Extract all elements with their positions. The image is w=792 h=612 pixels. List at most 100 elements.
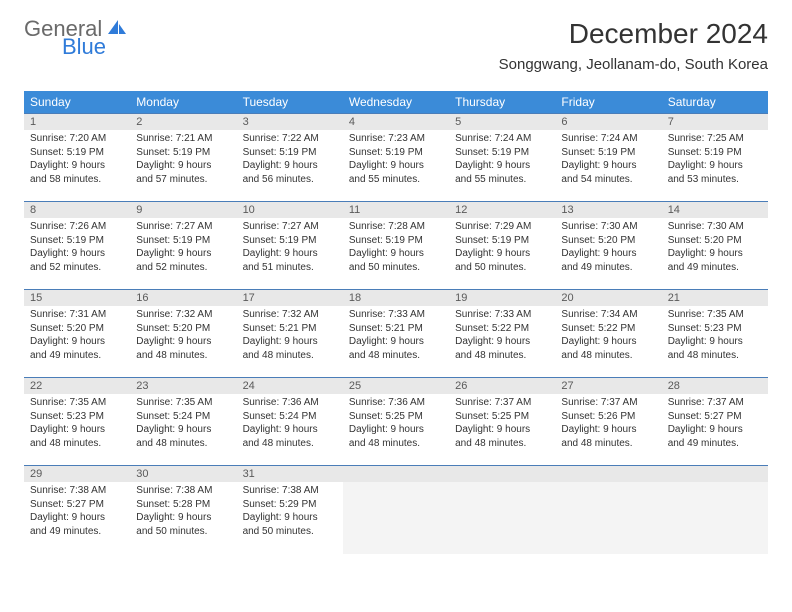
day-number: 4 xyxy=(343,114,449,130)
day-number: 25 xyxy=(343,378,449,394)
calendar-body: 1Sunrise: 7:20 AMSunset: 5:19 PMDaylight… xyxy=(24,114,768,554)
calendar-table: Sunday Monday Tuesday Wednesday Thursday… xyxy=(24,91,768,554)
weekday-saturday: Saturday xyxy=(662,91,768,114)
title-block: December 2024 Songgwang, Jeollanam-do, S… xyxy=(499,18,768,73)
calendar-day-cell: 13Sunrise: 7:30 AMSunset: 5:20 PMDayligh… xyxy=(555,202,661,290)
day-number: 14 xyxy=(662,202,768,218)
day-number: 20 xyxy=(555,290,661,306)
day-details: Sunrise: 7:37 AMSunset: 5:26 PMDaylight:… xyxy=(555,394,661,454)
day-number: 16 xyxy=(130,290,236,306)
day-details: Sunrise: 7:31 AMSunset: 5:20 PMDaylight:… xyxy=(24,306,130,366)
day-number: 28 xyxy=(662,378,768,394)
day-details: Sunrise: 7:30 AMSunset: 5:20 PMDaylight:… xyxy=(555,218,661,278)
calendar-week-row: 1Sunrise: 7:20 AMSunset: 5:19 PMDaylight… xyxy=(24,114,768,202)
day-details: Sunrise: 7:21 AMSunset: 5:19 PMDaylight:… xyxy=(130,130,236,190)
day-number: 24 xyxy=(237,378,343,394)
day-details: Sunrise: 7:36 AMSunset: 5:25 PMDaylight:… xyxy=(343,394,449,454)
day-number-empty xyxy=(555,466,661,482)
day-number: 23 xyxy=(130,378,236,394)
calendar-day-cell: 10Sunrise: 7:27 AMSunset: 5:19 PMDayligh… xyxy=(237,202,343,290)
day-number: 13 xyxy=(555,202,661,218)
weekday-thursday: Thursday xyxy=(449,91,555,114)
day-number: 9 xyxy=(130,202,236,218)
month-title: December 2024 xyxy=(499,18,768,50)
location-subtitle: Songgwang, Jeollanam-do, South Korea xyxy=(499,56,768,73)
day-details: Sunrise: 7:38 AMSunset: 5:27 PMDaylight:… xyxy=(24,482,130,542)
weekday-header-row: Sunday Monday Tuesday Wednesday Thursday… xyxy=(24,91,768,114)
day-details: Sunrise: 7:26 AMSunset: 5:19 PMDaylight:… xyxy=(24,218,130,278)
day-number: 31 xyxy=(237,466,343,482)
calendar-day-cell: 19Sunrise: 7:33 AMSunset: 5:22 PMDayligh… xyxy=(449,290,555,378)
day-details: Sunrise: 7:24 AMSunset: 5:19 PMDaylight:… xyxy=(449,130,555,190)
calendar-day-cell: 12Sunrise: 7:29 AMSunset: 5:19 PMDayligh… xyxy=(449,202,555,290)
calendar-week-row: 8Sunrise: 7:26 AMSunset: 5:19 PMDaylight… xyxy=(24,202,768,290)
calendar-day-cell: 20Sunrise: 7:34 AMSunset: 5:22 PMDayligh… xyxy=(555,290,661,378)
calendar-day-cell: 14Sunrise: 7:30 AMSunset: 5:20 PMDayligh… xyxy=(662,202,768,290)
day-number: 8 xyxy=(24,202,130,218)
calendar-day-cell: 2Sunrise: 7:21 AMSunset: 5:19 PMDaylight… xyxy=(130,114,236,202)
day-number: 26 xyxy=(449,378,555,394)
day-number-empty xyxy=(343,466,449,482)
day-number: 3 xyxy=(237,114,343,130)
day-details: Sunrise: 7:35 AMSunset: 5:23 PMDaylight:… xyxy=(24,394,130,454)
calendar-day-cell: 18Sunrise: 7:33 AMSunset: 5:21 PMDayligh… xyxy=(343,290,449,378)
weekday-monday: Monday xyxy=(130,91,236,114)
calendar-day-cell: 6Sunrise: 7:24 AMSunset: 5:19 PMDaylight… xyxy=(555,114,661,202)
calendar-day-cell: 5Sunrise: 7:24 AMSunset: 5:19 PMDaylight… xyxy=(449,114,555,202)
day-details: Sunrise: 7:25 AMSunset: 5:19 PMDaylight:… xyxy=(662,130,768,190)
calendar-day-cell: 23Sunrise: 7:35 AMSunset: 5:24 PMDayligh… xyxy=(130,378,236,466)
calendar-day-cell: 31Sunrise: 7:38 AMSunset: 5:29 PMDayligh… xyxy=(237,466,343,554)
day-details: Sunrise: 7:23 AMSunset: 5:19 PMDaylight:… xyxy=(343,130,449,190)
day-details: Sunrise: 7:33 AMSunset: 5:22 PMDaylight:… xyxy=(449,306,555,366)
day-details: Sunrise: 7:20 AMSunset: 5:19 PMDaylight:… xyxy=(24,130,130,190)
day-details: Sunrise: 7:38 AMSunset: 5:28 PMDaylight:… xyxy=(130,482,236,542)
day-number: 19 xyxy=(449,290,555,306)
calendar-day-cell: 15Sunrise: 7:31 AMSunset: 5:20 PMDayligh… xyxy=(24,290,130,378)
weekday-sunday: Sunday xyxy=(24,91,130,114)
weekday-friday: Friday xyxy=(555,91,661,114)
calendar-day-cell xyxy=(555,466,661,554)
day-number: 21 xyxy=(662,290,768,306)
calendar-day-cell: 17Sunrise: 7:32 AMSunset: 5:21 PMDayligh… xyxy=(237,290,343,378)
calendar-day-cell: 24Sunrise: 7:36 AMSunset: 5:24 PMDayligh… xyxy=(237,378,343,466)
calendar-week-row: 15Sunrise: 7:31 AMSunset: 5:20 PMDayligh… xyxy=(24,290,768,378)
weekday-wednesday: Wednesday xyxy=(343,91,449,114)
header: General Blue December 2024 Songgwang, Je… xyxy=(0,0,792,81)
day-details: Sunrise: 7:27 AMSunset: 5:19 PMDaylight:… xyxy=(130,218,236,278)
calendar-day-cell: 21Sunrise: 7:35 AMSunset: 5:23 PMDayligh… xyxy=(662,290,768,378)
day-number: 10 xyxy=(237,202,343,218)
calendar-day-cell xyxy=(662,466,768,554)
day-details: Sunrise: 7:24 AMSunset: 5:19 PMDaylight:… xyxy=(555,130,661,190)
weekday-tuesday: Tuesday xyxy=(237,91,343,114)
day-number: 1 xyxy=(24,114,130,130)
day-number: 18 xyxy=(343,290,449,306)
day-number: 15 xyxy=(24,290,130,306)
calendar-day-cell: 30Sunrise: 7:38 AMSunset: 5:28 PMDayligh… xyxy=(130,466,236,554)
calendar-day-cell: 27Sunrise: 7:37 AMSunset: 5:26 PMDayligh… xyxy=(555,378,661,466)
day-number-empty xyxy=(662,466,768,482)
calendar-day-cell: 29Sunrise: 7:38 AMSunset: 5:27 PMDayligh… xyxy=(24,466,130,554)
calendar-day-cell: 7Sunrise: 7:25 AMSunset: 5:19 PMDaylight… xyxy=(662,114,768,202)
day-number: 5 xyxy=(449,114,555,130)
day-number: 17 xyxy=(237,290,343,306)
calendar-day-cell: 8Sunrise: 7:26 AMSunset: 5:19 PMDaylight… xyxy=(24,202,130,290)
day-details: Sunrise: 7:29 AMSunset: 5:19 PMDaylight:… xyxy=(449,218,555,278)
day-details: Sunrise: 7:38 AMSunset: 5:29 PMDaylight:… xyxy=(237,482,343,542)
day-details: Sunrise: 7:37 AMSunset: 5:25 PMDaylight:… xyxy=(449,394,555,454)
day-details: Sunrise: 7:36 AMSunset: 5:24 PMDaylight:… xyxy=(237,394,343,454)
calendar-week-row: 29Sunrise: 7:38 AMSunset: 5:27 PMDayligh… xyxy=(24,466,768,554)
day-number: 12 xyxy=(449,202,555,218)
calendar-day-cell: 3Sunrise: 7:22 AMSunset: 5:19 PMDaylight… xyxy=(237,114,343,202)
day-number: 27 xyxy=(555,378,661,394)
logo-text-blue: Blue xyxy=(62,36,128,58)
logo: General Blue xyxy=(24,18,128,58)
day-number: 11 xyxy=(343,202,449,218)
calendar-week-row: 22Sunrise: 7:35 AMSunset: 5:23 PMDayligh… xyxy=(24,378,768,466)
day-number-empty xyxy=(449,466,555,482)
calendar-day-cell: 9Sunrise: 7:27 AMSunset: 5:19 PMDaylight… xyxy=(130,202,236,290)
day-details: Sunrise: 7:33 AMSunset: 5:21 PMDaylight:… xyxy=(343,306,449,366)
day-details: Sunrise: 7:34 AMSunset: 5:22 PMDaylight:… xyxy=(555,306,661,366)
calendar-day-cell: 4Sunrise: 7:23 AMSunset: 5:19 PMDaylight… xyxy=(343,114,449,202)
calendar-day-cell: 22Sunrise: 7:35 AMSunset: 5:23 PMDayligh… xyxy=(24,378,130,466)
day-number: 30 xyxy=(130,466,236,482)
